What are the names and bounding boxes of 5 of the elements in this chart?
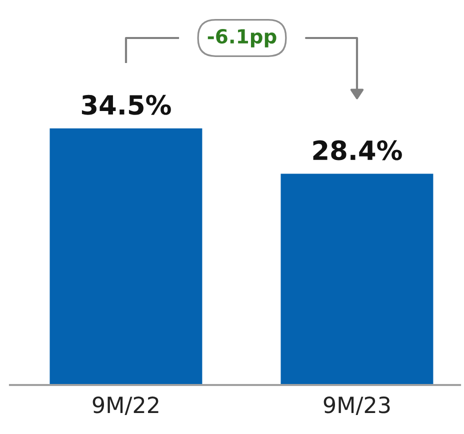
data-label: 28.4% [313,140,402,160]
x-tick-label: 9M/23 [324,396,390,416]
x-tick-label: 9M/22 [92,396,158,416]
data-label: 34.5% [82,94,171,115]
text: -6.1pp [208,28,276,48]
